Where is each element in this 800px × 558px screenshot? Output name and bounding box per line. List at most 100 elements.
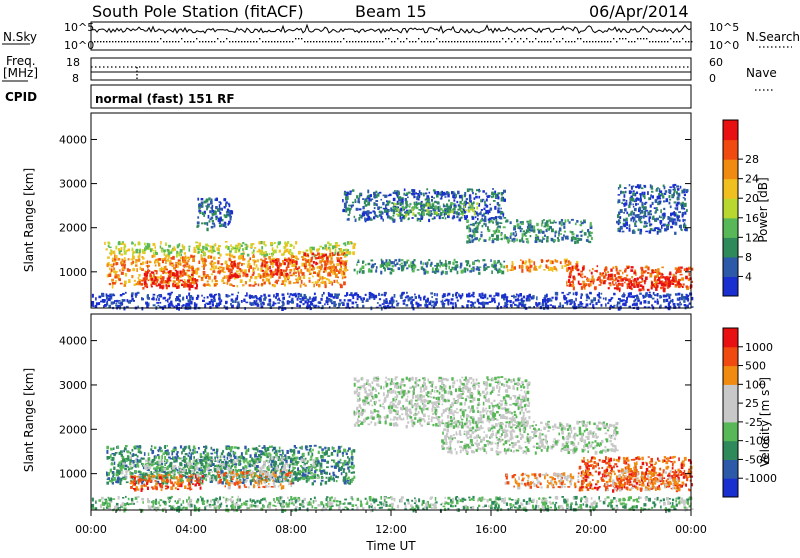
data-cell [209, 284, 211, 286]
data-cell [544, 299, 547, 303]
data-cell [647, 191, 649, 195]
data-cell [373, 192, 376, 195]
data-cell [439, 265, 441, 268]
data-cell [138, 242, 141, 245]
data-cell [289, 301, 291, 303]
data-cell [224, 214, 226, 216]
data-cell [234, 263, 236, 265]
data-cell [237, 285, 239, 287]
data-cell [142, 249, 144, 252]
data-cell [245, 302, 248, 304]
data-cell [197, 225, 200, 227]
data-cell [612, 267, 614, 270]
data-cell [380, 207, 382, 209]
data-cell [523, 304, 526, 306]
data-cell [387, 215, 390, 218]
data-cell [324, 244, 327, 247]
data-cell [159, 268, 161, 272]
data-cell [670, 213, 672, 217]
data-cell [295, 275, 297, 277]
data-cell [258, 445, 260, 447]
data-cell [497, 192, 500, 194]
data-cell [636, 296, 639, 300]
data-cell [301, 280, 303, 284]
data-cell [295, 294, 297, 297]
data-cell [163, 297, 166, 299]
data-cell [420, 202, 422, 205]
nsearch-dot [349, 41, 350, 42]
data-cell [509, 240, 511, 242]
data-cell [495, 229, 497, 232]
data-cell [300, 284, 302, 287]
data-cell [165, 255, 167, 259]
data-cell [319, 266, 321, 269]
data-cell [164, 252, 166, 256]
data-cell [659, 281, 662, 285]
data-cell [502, 295, 505, 298]
data-cell [634, 278, 637, 281]
data-cell [349, 252, 352, 254]
data-cell [367, 210, 370, 214]
data-cell [326, 477, 328, 479]
data-cell [429, 214, 431, 216]
data-cell [453, 217, 455, 219]
data-cell [315, 262, 317, 266]
y-tick-label: 1000 [59, 266, 87, 279]
data-cell [348, 483, 351, 485]
data-cell [215, 267, 217, 269]
data-cell [633, 190, 635, 192]
data-cell [178, 294, 181, 297]
data-cell [457, 209, 460, 211]
data-cell [610, 269, 612, 272]
data-cell [533, 226, 535, 230]
data-cell [374, 263, 376, 265]
data-cell [142, 287, 144, 290]
data-cell [482, 214, 484, 217]
data-cell [563, 235, 565, 237]
data-cell [626, 200, 628, 202]
data-cell [338, 461, 341, 464]
data-cell [618, 194, 621, 196]
data-cell [115, 264, 117, 266]
data-cell [426, 195, 429, 197]
data-cell [556, 292, 559, 296]
data-cell [499, 226, 501, 229]
data-cell [346, 292, 348, 296]
nsearch-dot [655, 41, 656, 42]
data-cell [618, 223, 620, 225]
data-cell [128, 279, 131, 283]
nsearch-dot [154, 41, 155, 42]
data-cell [445, 267, 447, 269]
data-cell [164, 266, 167, 269]
data-cell [637, 300, 639, 302]
data-cell [303, 297, 306, 299]
data-cell [118, 300, 121, 302]
nsearch-dot [508, 38, 509, 39]
data-cell [206, 274, 208, 276]
data-cell [482, 190, 485, 193]
data-cell [203, 215, 205, 217]
data-cell [684, 304, 686, 306]
data-cell [218, 270, 221, 273]
data-cell [392, 265, 394, 267]
data-cell [557, 237, 559, 239]
nsearch-dot [367, 41, 368, 42]
data-cell [250, 247, 253, 249]
nsearch-dot [352, 41, 353, 42]
nsearch-dot [403, 41, 404, 42]
data-cell [630, 296, 633, 298]
data-cell [204, 201, 207, 204]
nsearch-dot [307, 41, 308, 42]
data-cell [495, 195, 497, 199]
nsearch-trace [94, 38, 692, 42]
data-cell [475, 196, 478, 199]
data-cell [242, 242, 244, 244]
data-cell [212, 270, 215, 273]
data-cell [317, 474, 319, 476]
data-cell [546, 240, 548, 243]
nsearch-dot [496, 41, 497, 42]
data-cell [482, 199, 485, 201]
data-cell [459, 217, 462, 219]
data-cell [147, 261, 149, 265]
data-cell [288, 251, 290, 254]
